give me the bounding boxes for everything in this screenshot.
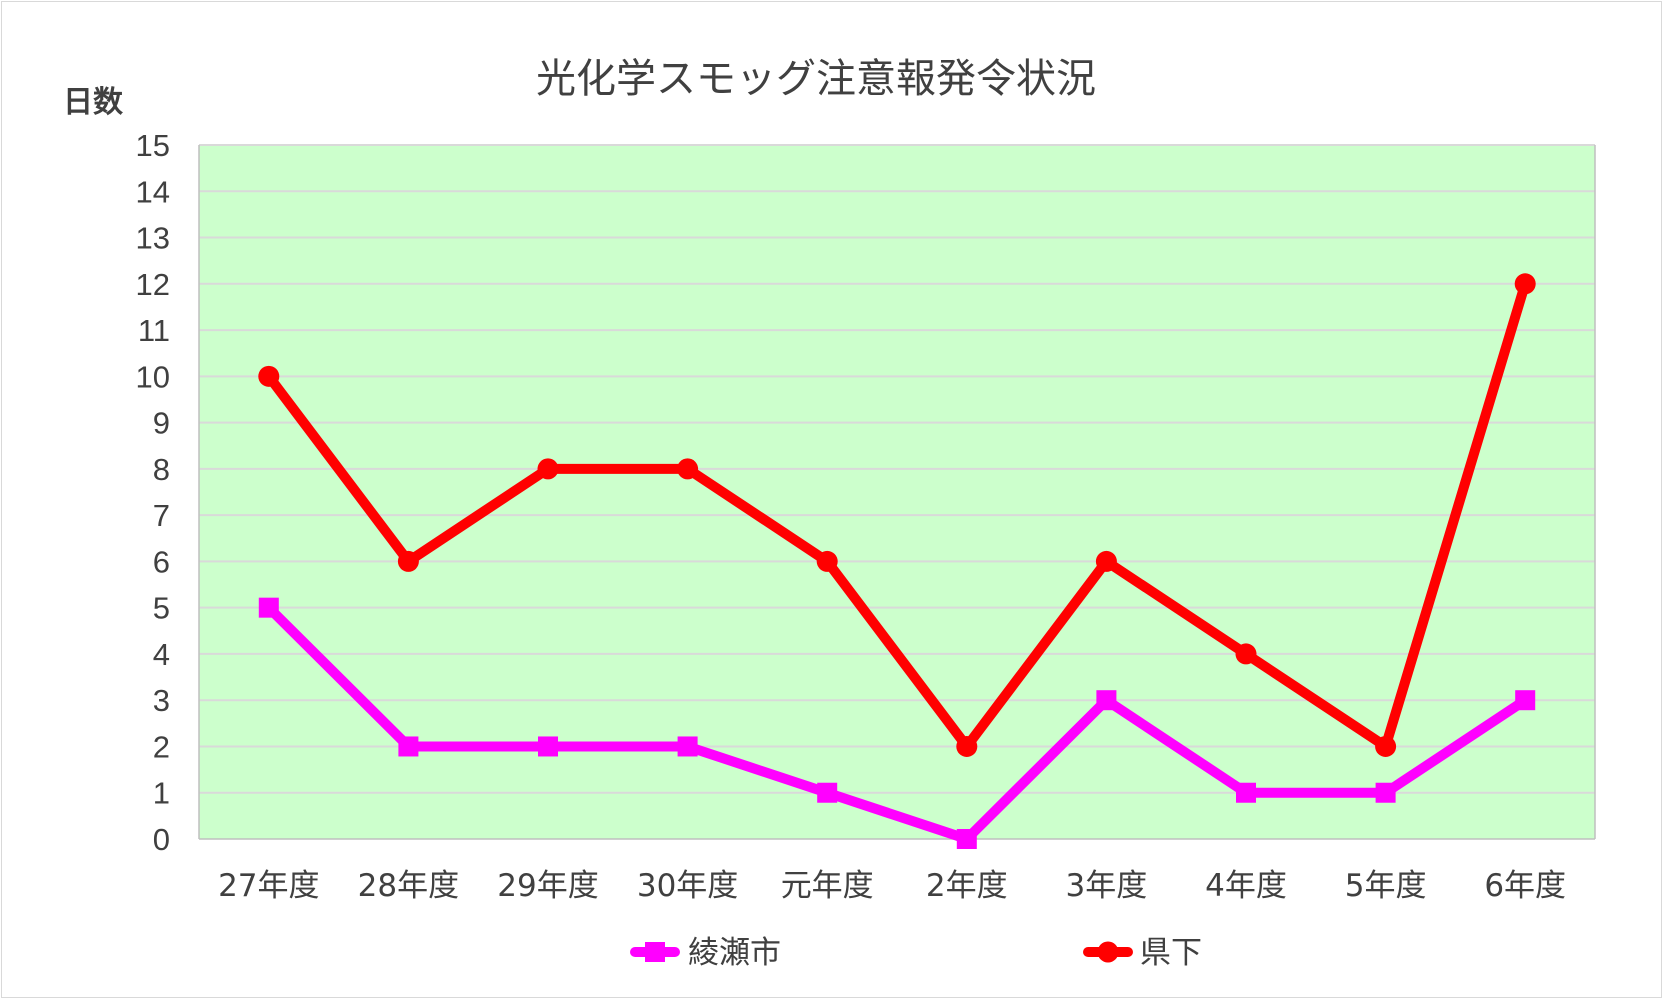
data-point-square	[398, 736, 419, 757]
y-tick-label: 14	[136, 174, 170, 209]
y-tick-label: 13	[136, 221, 170, 256]
x-tick-label: 2年度	[926, 868, 1008, 904]
legend-label: 綾瀬市	[688, 935, 781, 971]
y-tick-label: 9	[153, 406, 170, 441]
data-point-circle	[956, 735, 978, 757]
x-tick-label: 3年度	[1066, 868, 1148, 904]
legend-item-2: 県下	[1083, 935, 1202, 971]
plot-background	[199, 145, 1595, 839]
legend-label: 県下	[1140, 935, 1202, 971]
y-tick-label: 8	[153, 452, 170, 487]
y-tick-label: 7	[153, 498, 170, 533]
y-tick-label: 2	[153, 729, 170, 764]
x-tick-label: 30年度	[637, 868, 738, 904]
x-tick-label: 29年度	[497, 868, 598, 904]
data-point-circle	[1375, 735, 1397, 757]
data-point-circle	[816, 550, 838, 572]
y-tick-label: 5	[153, 591, 170, 626]
x-tick-label: 4年度	[1205, 868, 1287, 904]
x-tick-label: 元年度	[781, 868, 874, 904]
y-tick-label: 1	[153, 776, 170, 811]
y-axis-label: 日数	[63, 85, 124, 120]
data-point-circle	[1235, 643, 1257, 665]
y-tick-label: 3	[153, 683, 170, 718]
x-tick-label: 27年度	[218, 868, 319, 904]
data-point-square	[817, 782, 838, 803]
data-point-square	[1375, 782, 1396, 803]
data-point-circle	[1095, 550, 1117, 572]
x-tick-label: 28年度	[358, 868, 459, 904]
data-point-square	[1515, 690, 1536, 711]
data-point-square	[677, 736, 698, 757]
data-point-square	[258, 597, 279, 618]
data-point-circle	[397, 550, 419, 572]
data-point-square	[956, 829, 977, 849]
data-point-circle	[677, 458, 699, 480]
chart-title: 光化学スモッグ注意報発令状況	[536, 56, 1096, 102]
data-point-square	[1236, 782, 1256, 803]
y-tick-label: 0	[153, 822, 170, 857]
data-point-circle	[537, 458, 559, 480]
y-tick-label: 11	[138, 313, 170, 348]
data-point-circle	[1514, 273, 1536, 295]
series-line-2	[263, 278, 1531, 752]
legend: 綾瀬市 県下	[630, 935, 1202, 971]
y-tick-label: 15	[136, 128, 170, 163]
x-tick-label: 5年度	[1345, 868, 1427, 904]
y-tick-label: 4	[153, 637, 170, 672]
legend-item-1: 綾瀬市	[630, 935, 781, 971]
legend-marker-circle	[1097, 941, 1119, 963]
data-point-square	[1096, 690, 1117, 711]
y-tick-label: 6	[153, 544, 170, 579]
series-line-1	[263, 602, 1531, 844]
data-point-circle	[258, 365, 280, 387]
y-tick-label: 12	[136, 267, 170, 302]
legend-marker-square	[645, 942, 665, 962]
data-point-square	[538, 736, 558, 757]
x-tick-label: 6年度	[1484, 868, 1566, 904]
y-tick-label: 10	[136, 359, 170, 394]
